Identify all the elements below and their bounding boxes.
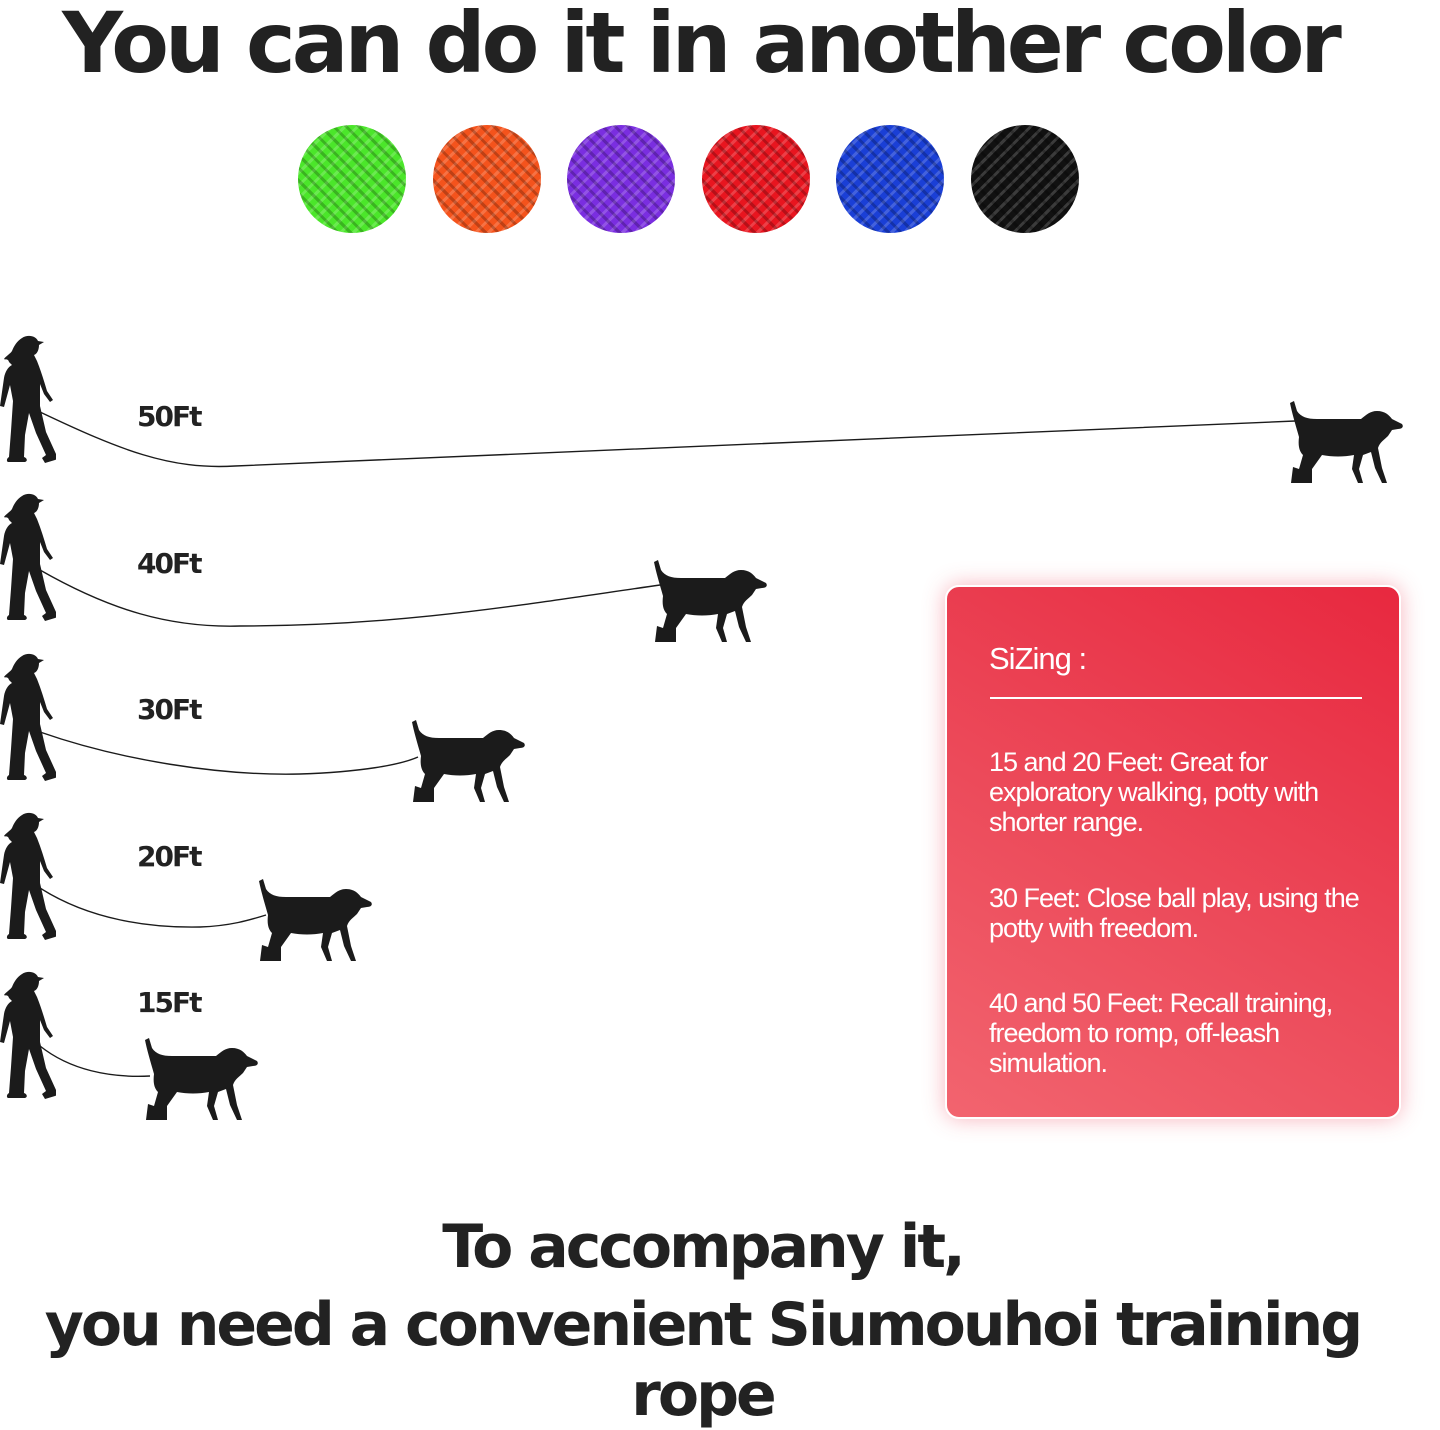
footer-line-2: you need a convenient Siumouhoi training… (44, 1290, 1363, 1430)
length-label-30ft: 30Ft (137, 693, 202, 726)
walker-icon (0, 971, 56, 1099)
row-30ft (0, 653, 525, 802)
row-40ft (0, 493, 767, 642)
row-15ft (0, 971, 258, 1120)
walker-icon (0, 335, 56, 463)
length-label-40ft: 40Ft (137, 547, 202, 580)
length-label-20ft: 20Ft (137, 840, 202, 873)
sizing-card: SiZing : 15 and 20 Feet: Great for explo… (945, 585, 1401, 1119)
color-swatch-purple (567, 125, 675, 233)
row-50ft (0, 335, 1403, 483)
leash-line (39, 887, 267, 928)
page-title: You can do it in another color (62, 0, 1342, 92)
leash-line (39, 411, 1296, 468)
leash-line (39, 731, 419, 775)
row-20ft (0, 812, 372, 961)
leash-line (39, 1045, 151, 1077)
sizing-item-40-50: 40 and 50 Feet: Recall training, freedom… (989, 988, 1333, 1078)
leash-line (39, 569, 661, 627)
color-swatch-red (702, 125, 810, 233)
length-label-15ft: 15Ft (137, 986, 202, 1019)
color-swatch-black (971, 125, 1079, 233)
walker-icon (0, 812, 56, 940)
sizing-title: SiZing : (989, 641, 1087, 676)
color-swatch-blue (836, 125, 944, 233)
color-swatch-orange (433, 125, 541, 233)
sizing-item-15-20: 15 and 20 Feet: Great for exploratory wa… (989, 747, 1319, 837)
dog-icon (654, 560, 767, 642)
footer-line-1: To accompany it, (442, 1212, 966, 1282)
walker-icon (0, 493, 56, 621)
color-swatch-green (298, 125, 406, 233)
length-label-50ft: 50Ft (137, 400, 202, 433)
dog-icon (1290, 401, 1403, 483)
dog-icon (145, 1038, 258, 1120)
leash-illustration (0, 335, 1403, 1120)
dog-icon (412, 720, 525, 802)
dog-icon (259, 879, 372, 961)
divider (990, 697, 1362, 699)
walker-icon (0, 653, 56, 781)
sizing-item-30: 30 Feet: Close ball play, using the pott… (989, 883, 1360, 943)
